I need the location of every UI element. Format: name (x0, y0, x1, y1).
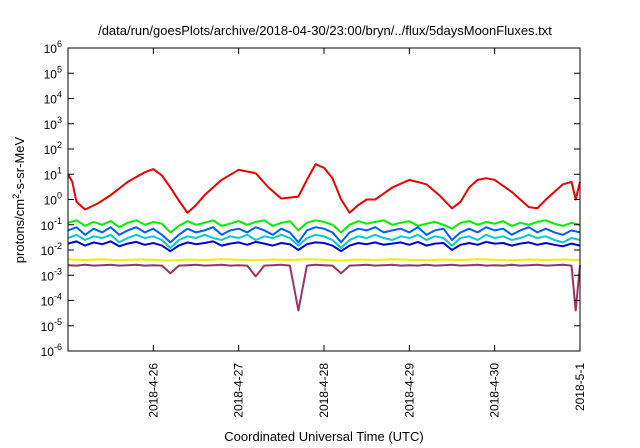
y-axis: 10-6 10-5 10-4 10-3 10-2 10-1 100 101 102 103 104 1… (41, 39, 580, 359)
series-layer (67, 163, 581, 312)
x-tick-label: 2018-5-1 (573, 363, 587, 411)
y-tick-label: 10-2 (41, 241, 62, 258)
y-tick-label: 10-3 (41, 266, 62, 283)
y-tick-label: 102 (44, 140, 62, 157)
y-tick-label: 100 (44, 191, 62, 208)
series-line-6 (67, 258, 581, 262)
series-line-7 (67, 263, 581, 312)
y-tick-label: 101 (44, 165, 62, 182)
series-line-3 (67, 233, 581, 249)
y-tick-label: 10-4 (41, 292, 62, 309)
x-axis-label: Coordinated Universal Time (UTC) (224, 429, 423, 444)
y-axis-label-suffix: -s-sr-MeV (12, 136, 27, 193)
series-line-1 (67, 163, 581, 214)
y-tick-label: 103 (44, 115, 62, 132)
x-axis: 2018-4-26 2018-4-27 2018-4-28 2018-4-29 2018… (146, 48, 587, 418)
x-tick-label: 2018-4-27 (232, 363, 246, 418)
y-tick-label: 10-5 (41, 317, 62, 334)
y-tick-label: 106 (44, 39, 62, 56)
plot-frame (67, 47, 581, 352)
y-tick-label: 10-1 (41, 216, 62, 233)
y-axis-label: protons/cm2-s-sr-MeV (11, 136, 27, 263)
x-tick-label: 2018-4-30 (488, 363, 502, 418)
y-axis-label-prefix: protons/cm (12, 199, 27, 263)
x-tick-label: 2018-4-28 (317, 363, 331, 418)
x-tick-label: 2018-4-29 (402, 363, 416, 418)
series-line-2 (67, 219, 581, 234)
x-tick-label: 2018-4-26 (146, 363, 160, 418)
y-axis-label-sup: 2 (11, 194, 21, 199)
chart-title: /data/run/goesPlots/archive/2018-04-30/2… (98, 23, 552, 38)
y-tick-label: 105 (44, 64, 62, 81)
series-line-5 (67, 240, 581, 253)
y-tick-label: 104 (44, 90, 62, 107)
series-line-4 (67, 226, 581, 244)
y-tick-label: 10-6 (41, 342, 62, 359)
